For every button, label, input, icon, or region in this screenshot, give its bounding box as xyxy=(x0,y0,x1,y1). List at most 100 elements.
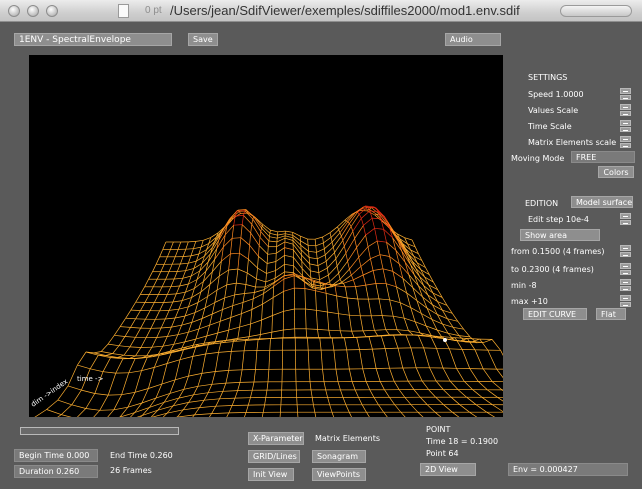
to-stepper[interactable] xyxy=(620,263,631,275)
mesh-line xyxy=(204,246,213,257)
begin-time-field[interactable]: Begin Time 0.000 xyxy=(14,449,98,462)
mesh-line xyxy=(395,250,400,264)
mesh-line xyxy=(90,368,104,373)
toolbar-toggle-button[interactable] xyxy=(560,5,632,17)
mesh-line xyxy=(208,390,223,394)
mesh-line xyxy=(163,256,168,265)
spectral-envelope-3d-view[interactable]: time -> dim ->index xyxy=(29,55,503,417)
mesh-line xyxy=(316,252,318,259)
mesh-line xyxy=(188,275,192,285)
mesh-line xyxy=(355,286,359,300)
zoom-window-button[interactable] xyxy=(46,5,58,17)
mesh-line xyxy=(410,404,419,413)
mesh-line xyxy=(393,381,400,390)
mesh-line xyxy=(228,253,231,271)
model-surface-button[interactable]: Model surface xyxy=(571,196,633,208)
mesh-line xyxy=(447,318,458,322)
mesh-line xyxy=(226,330,230,341)
mesh-line xyxy=(262,404,265,413)
mesh-line xyxy=(342,226,352,241)
speed-stepper[interactable] xyxy=(620,88,631,100)
mesh-line xyxy=(188,328,200,333)
grid-lines-button[interactable]: GRID/Lines xyxy=(248,450,300,463)
mesh-line xyxy=(209,413,212,417)
flat-button[interactable]: Flat xyxy=(596,308,626,320)
mesh-line xyxy=(492,404,503,413)
mesh-line xyxy=(208,236,217,244)
view-2d-button[interactable]: 2D View xyxy=(420,463,476,476)
mesh-line xyxy=(205,259,215,272)
sonagram-button[interactable]: Sonagram xyxy=(312,450,366,463)
mesh-line xyxy=(211,382,226,385)
mesh-line xyxy=(272,286,275,298)
mesh-line xyxy=(426,307,438,315)
mesh-line xyxy=(261,315,273,321)
mesh-line xyxy=(425,325,432,336)
x-parameter-button[interactable]: X-Parameter xyxy=(248,432,304,445)
mesh-line xyxy=(422,296,433,306)
mesh-line xyxy=(274,278,276,283)
colors-button[interactable]: Colors xyxy=(598,166,634,178)
mesh-line xyxy=(292,243,302,256)
mesh-line xyxy=(425,267,430,275)
mesh-line xyxy=(152,264,157,272)
mesh-line xyxy=(193,392,209,396)
close-window-button[interactable] xyxy=(8,5,20,17)
edit-step-stepper[interactable] xyxy=(620,213,631,225)
playback-progress-bar[interactable] xyxy=(20,427,179,435)
mesh-line xyxy=(379,254,390,257)
mesh-line xyxy=(140,415,143,417)
min-stepper[interactable] xyxy=(620,279,631,291)
mesh-line xyxy=(242,298,254,303)
mesh-line xyxy=(233,338,246,341)
mesh-line xyxy=(404,262,410,275)
mesh-line xyxy=(244,209,247,211)
mesh-line xyxy=(242,293,245,303)
audio-button[interactable]: Audio xyxy=(445,33,501,46)
mesh-line xyxy=(375,207,379,212)
mesh-line xyxy=(417,262,426,268)
mesh-line xyxy=(304,288,306,310)
view-points-button[interactable]: ViewPoints xyxy=(312,468,366,481)
matrix-elements-scale-stepper[interactable] xyxy=(620,136,631,148)
from-stepper[interactable] xyxy=(620,245,631,257)
duration-field[interactable]: Duration 0.260 xyxy=(14,465,98,478)
minimize-window-button[interactable] xyxy=(27,5,39,17)
time-scale-stepper[interactable] xyxy=(620,120,631,132)
mesh-line xyxy=(323,381,327,390)
moving-mode-select[interactable]: FREE xyxy=(571,151,635,163)
mesh-line xyxy=(389,227,393,238)
show-area-button[interactable]: Show area xyxy=(520,229,600,241)
mesh-line xyxy=(258,245,268,255)
mesh-line xyxy=(167,359,181,364)
mesh-line xyxy=(292,235,301,242)
matrix-selector[interactable]: 1ENV - SpectralEnvelope xyxy=(14,33,172,46)
mesh-line xyxy=(385,329,390,336)
mesh-line xyxy=(228,317,232,331)
mesh-line xyxy=(344,213,353,221)
mesh-line xyxy=(71,404,86,409)
mesh-line xyxy=(157,286,163,295)
mesh-line xyxy=(184,332,189,343)
mesh-line xyxy=(261,225,263,229)
mesh-line xyxy=(67,364,78,387)
max-stepper[interactable] xyxy=(620,295,631,307)
edit-curve-button[interactable]: EDIT CURVE xyxy=(523,308,587,320)
init-view-button[interactable]: Init View xyxy=(248,468,294,481)
values-scale-stepper[interactable] xyxy=(620,104,631,116)
selected-point-marker[interactable] xyxy=(443,338,447,342)
mesh-line xyxy=(197,373,203,387)
mesh-line xyxy=(261,304,263,321)
mesh-line xyxy=(406,255,417,269)
mesh-line xyxy=(374,329,386,331)
mesh-line xyxy=(76,408,87,417)
mesh-line xyxy=(257,267,267,274)
mesh-line xyxy=(399,238,404,244)
mesh-line xyxy=(461,349,471,369)
mesh-line xyxy=(250,232,260,246)
wireframe-surface[interactable]: time -> dim ->index xyxy=(29,55,503,417)
save-button[interactable]: Save xyxy=(188,33,218,46)
mesh-line xyxy=(428,284,434,294)
mesh-line xyxy=(188,399,205,403)
mesh-line xyxy=(316,309,328,313)
